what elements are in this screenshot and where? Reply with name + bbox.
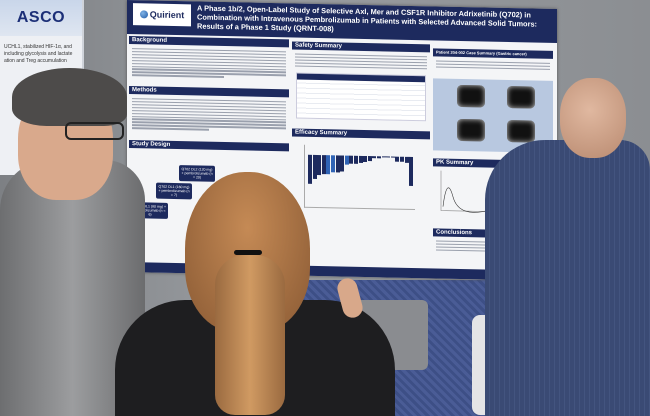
waterfall-bar xyxy=(367,156,372,162)
poster-title: A Phase 1b/2, Open-Label Study of Select… xyxy=(197,3,538,34)
waterfall-chart xyxy=(304,144,415,211)
design-box: Q702 DL1 (160 mg) + pembrolizumab (n = 7… xyxy=(156,182,192,200)
waterfall-bar xyxy=(312,154,317,179)
waterfall-bar xyxy=(395,156,400,162)
research-poster: Quirient A Phase 1b/2, Open-Label Study … xyxy=(127,0,557,282)
waterfall-bar xyxy=(344,155,349,165)
asco-poster-text: UCHL1, stabilized HIF-1α, and including … xyxy=(4,44,73,64)
section-background: Background xyxy=(129,36,289,83)
waterfall-bar xyxy=(340,155,345,172)
section-methods: Methods xyxy=(129,86,289,136)
logo-mark-icon xyxy=(139,10,148,19)
waterfall-bar xyxy=(354,155,358,164)
design-box: Q702 DL2 (120 mg) + pembrolizumab (n = 2… xyxy=(179,165,215,182)
waterfall-bar xyxy=(404,156,409,163)
glasses xyxy=(65,122,124,140)
section-pk: PK Summary xyxy=(433,158,553,227)
waterfall-bar xyxy=(400,156,404,163)
ct-scan-image xyxy=(457,118,485,142)
safety-table xyxy=(296,72,426,121)
waterfall-bar xyxy=(363,155,368,163)
waterfall-bar xyxy=(372,156,377,158)
waterfall-bar xyxy=(358,155,363,163)
waterfall-bar xyxy=(377,156,381,158)
man-right-head xyxy=(560,78,626,158)
waterfall-bar xyxy=(335,155,340,173)
ct-scan-image xyxy=(507,85,535,109)
waterfall-bar xyxy=(326,155,331,174)
ct-scan-image xyxy=(507,119,535,143)
waterfall-bar xyxy=(321,155,326,174)
waterfall-bar xyxy=(331,155,335,173)
waterfall-bar xyxy=(386,156,391,158)
man-left-hair xyxy=(12,68,127,126)
section-safety: Safety Summary xyxy=(292,41,430,122)
waterfall-bar xyxy=(349,155,354,165)
waterfall-bar xyxy=(390,156,395,158)
hair-tie xyxy=(234,250,262,255)
quirient-logo: Quirient xyxy=(133,3,191,27)
section-efficacy: Efficacy Summary xyxy=(292,128,430,241)
waterfall-bar xyxy=(409,156,414,186)
man-right-suit xyxy=(485,140,650,416)
waterfall-bar xyxy=(381,156,386,158)
asco-logo: ASCO xyxy=(0,0,82,36)
pk-curve-chart xyxy=(440,170,493,213)
ct-scan-image xyxy=(457,84,485,108)
waterfall-bar xyxy=(308,154,312,184)
woman-ponytail xyxy=(215,255,285,415)
waterfall-bar xyxy=(317,154,322,175)
